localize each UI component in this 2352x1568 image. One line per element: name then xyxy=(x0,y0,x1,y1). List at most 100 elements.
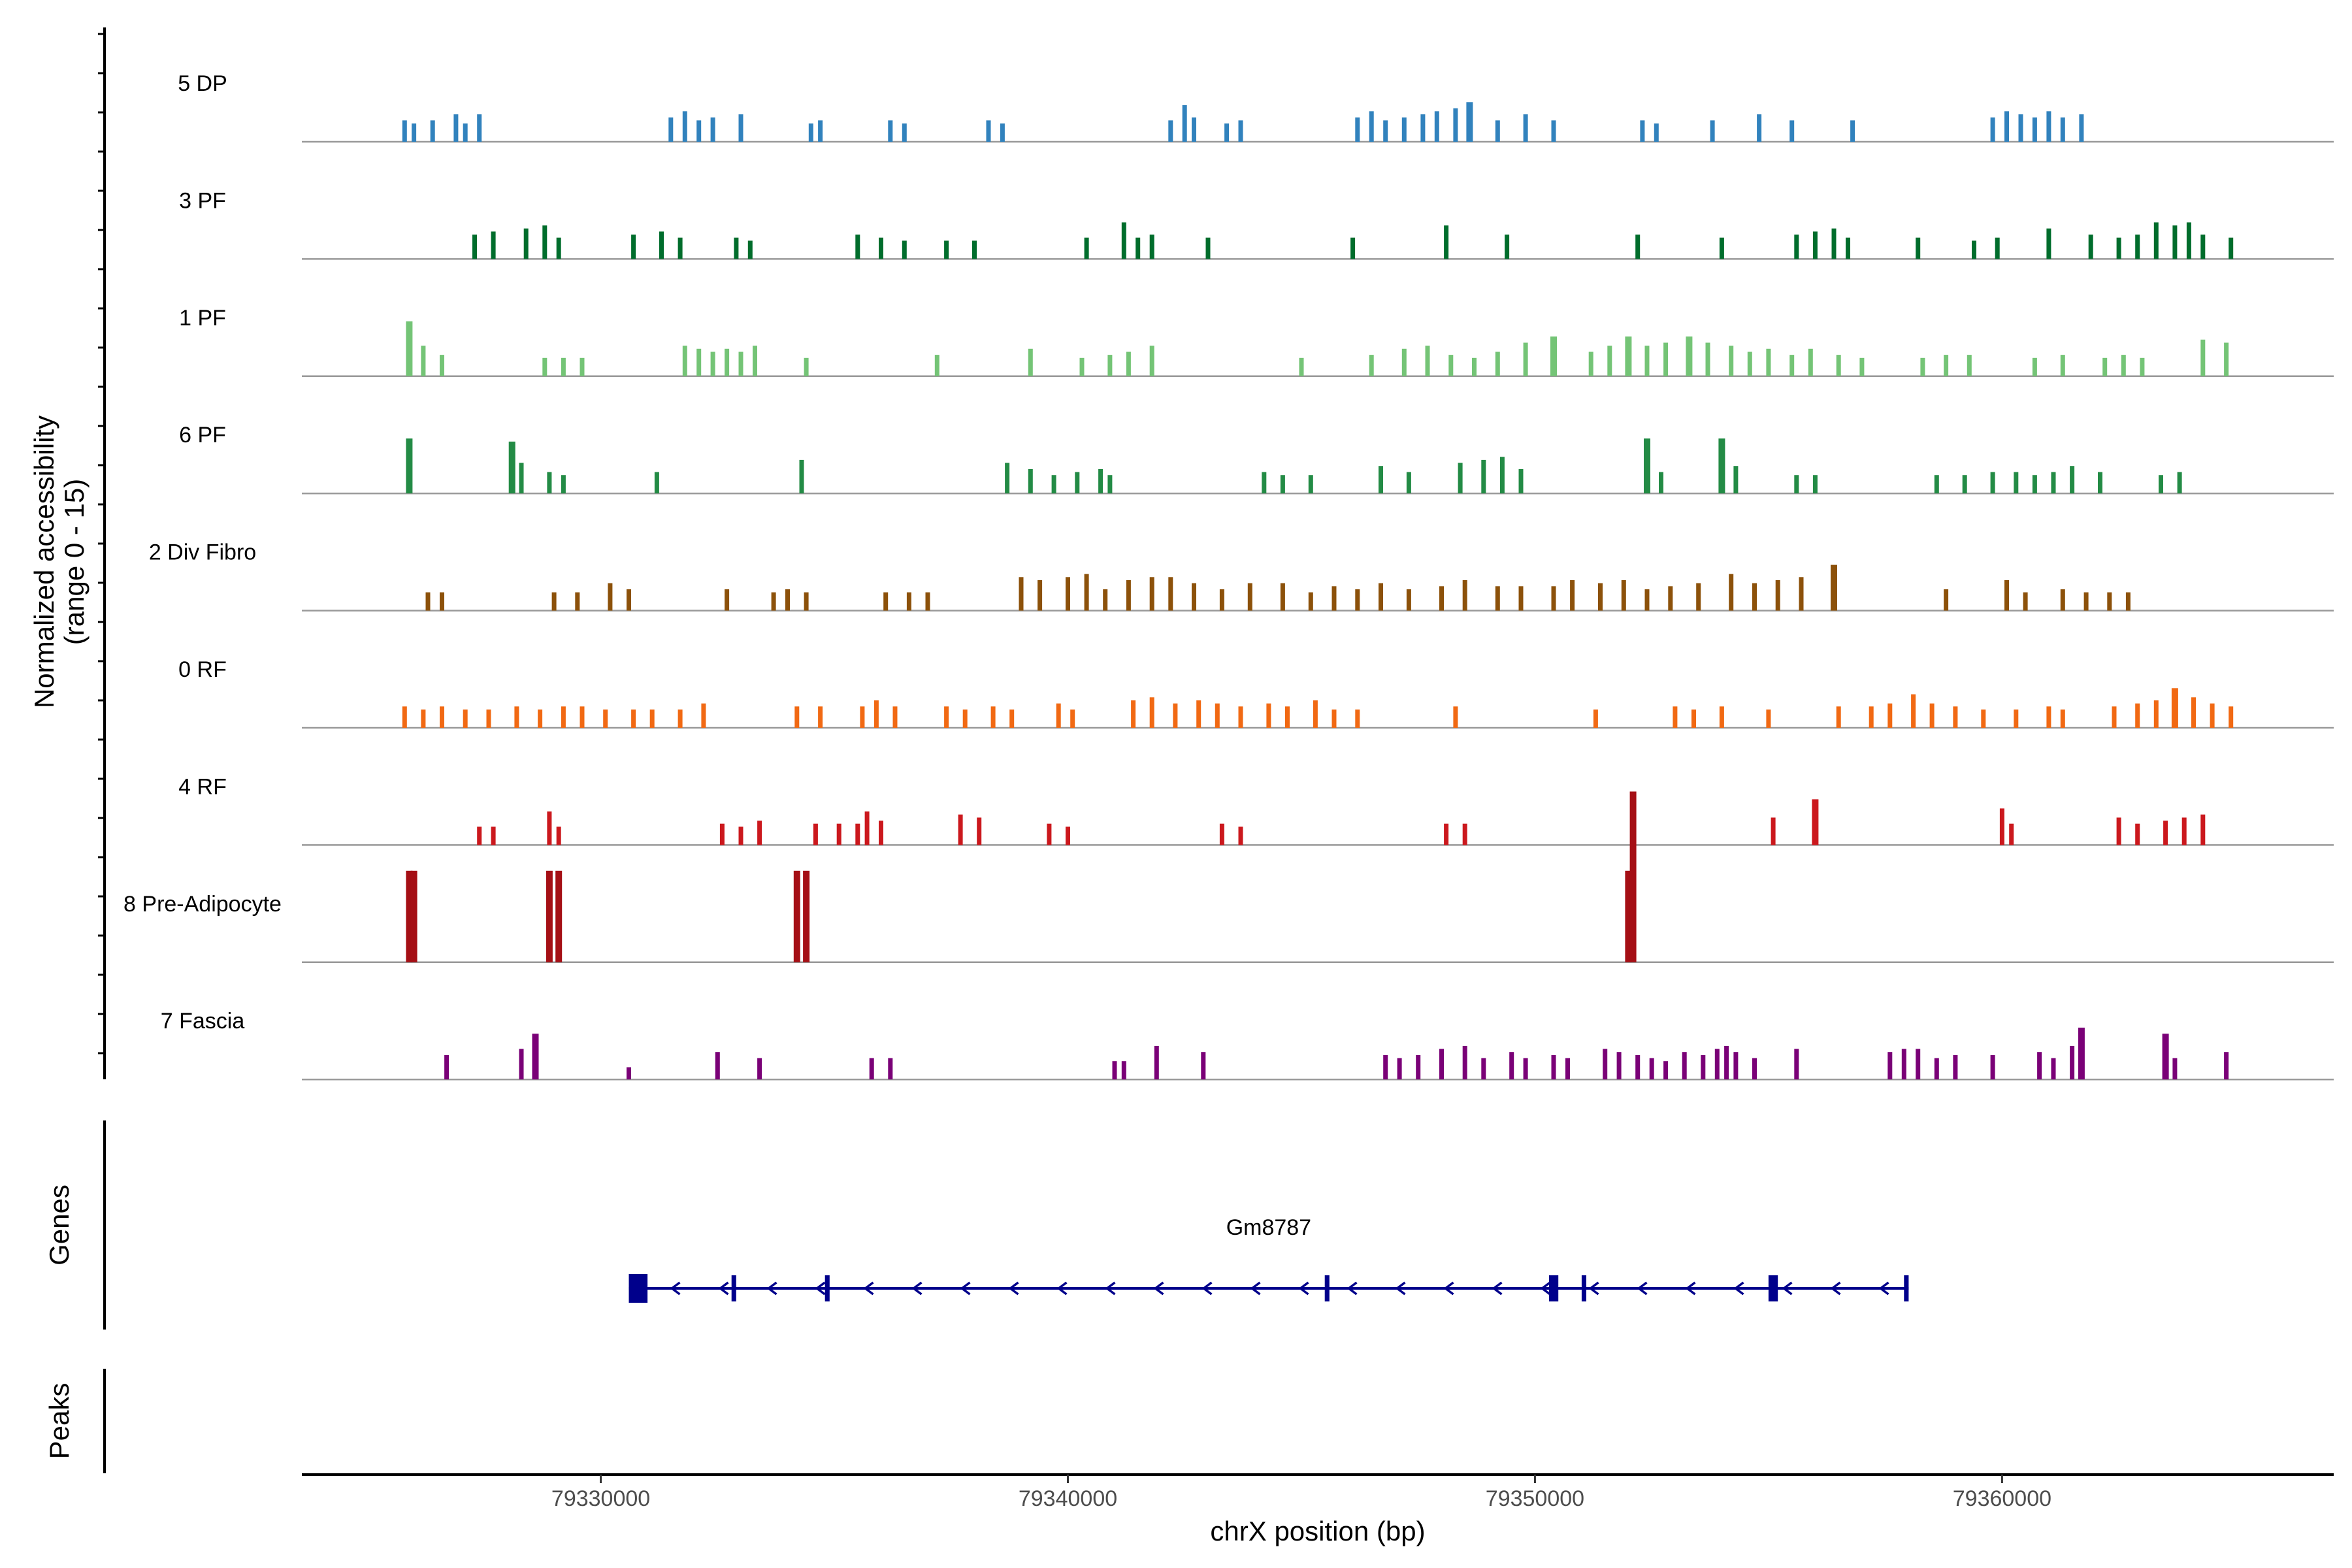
coverage-peak xyxy=(1523,342,1528,376)
strand-arrow xyxy=(1395,1281,1406,1296)
coverage-peak xyxy=(2177,472,2182,494)
coverage-peak xyxy=(2135,823,2140,845)
coverage-peak xyxy=(860,706,865,728)
coverage-peak xyxy=(1621,580,1626,611)
coverage-peak xyxy=(514,706,519,728)
coverage-peak xyxy=(934,355,939,376)
coverage-peak xyxy=(1369,355,1374,376)
coverage-peak xyxy=(1766,348,1771,376)
coverage-peak xyxy=(1495,586,1500,611)
coverage-peak xyxy=(463,710,468,728)
coverage-peak xyxy=(1794,235,1799,259)
coverage-peak xyxy=(2083,592,2089,611)
coverage-peak xyxy=(627,589,631,611)
coverage-peak xyxy=(2140,357,2145,376)
coverage-peak xyxy=(1812,799,1819,845)
coverage-peak xyxy=(2224,1052,2229,1080)
coverage-peak xyxy=(1859,357,1865,376)
coverage-peak xyxy=(1812,475,1818,494)
coverage-peak xyxy=(1962,475,1967,494)
coverage-peak xyxy=(1196,700,1201,728)
strand-arrow xyxy=(1008,1281,1019,1296)
coverage-peak xyxy=(1466,102,1473,142)
track-1-pf: 1 PF xyxy=(179,306,2334,378)
coverage-peak xyxy=(883,592,889,611)
coverage-peak xyxy=(794,706,800,728)
coverage-peak xyxy=(818,120,823,142)
coverage-peak xyxy=(1718,438,1725,494)
coverage-peak xyxy=(2224,342,2229,376)
coverage-peak xyxy=(1944,355,1949,376)
coverage-peak xyxy=(710,117,715,142)
coverage-peak xyxy=(682,111,687,142)
coverage-peak xyxy=(1173,703,1178,728)
coverage-peak xyxy=(546,870,553,962)
coverage-peak xyxy=(1812,231,1818,259)
coverage-peak xyxy=(1659,472,1663,494)
coverage-peak xyxy=(575,592,580,611)
y-axis-title-line2: (range 0 - 15) xyxy=(59,479,90,645)
coverage-peak xyxy=(421,710,426,728)
coverage-peak xyxy=(678,710,683,728)
coverage-peak xyxy=(627,1067,631,1080)
coverage-peak xyxy=(519,463,524,494)
coverage-peak xyxy=(1238,826,1243,845)
coverage-peak xyxy=(2032,475,2037,494)
coverage-peak xyxy=(2191,697,2196,728)
coverage-peak xyxy=(1663,342,1669,376)
coverage-tracks: 5 DP 3 PF 1 PF 6 PF 2 Div Fibro 0 RF 4 RF 8 Pre… xyxy=(123,71,2334,1081)
coverage-peak xyxy=(631,710,636,728)
coverage-peak xyxy=(1607,346,1612,376)
coverage-peak xyxy=(508,441,515,494)
coverage-peak xyxy=(1126,351,1131,376)
x-tick-label: 79330000 xyxy=(551,1486,650,1511)
coverage-peak xyxy=(1752,583,1757,611)
coverage-peak xyxy=(1444,225,1449,259)
coverage-peak xyxy=(1406,589,1411,611)
coverage-peak xyxy=(892,706,898,728)
gene-exon xyxy=(1904,1275,1909,1301)
coverage-peak xyxy=(1331,710,1337,728)
coverage-peak xyxy=(1640,120,1645,142)
coverage-peak xyxy=(1682,1052,1687,1080)
strand-arrow xyxy=(1830,1281,1841,1296)
coverage-peak xyxy=(1350,237,1356,259)
coverage-peak xyxy=(1135,237,1141,259)
coverage-peak xyxy=(2186,222,2191,259)
coverage-peak xyxy=(421,346,426,376)
coverage-peak xyxy=(1168,120,1173,142)
coverage-peak xyxy=(603,710,608,728)
coverage-peak xyxy=(710,351,715,376)
coverage-peak xyxy=(491,826,496,845)
coverage-peak xyxy=(1729,574,1734,611)
coverage-peak xyxy=(556,237,561,259)
coverage-peak xyxy=(1733,1052,1739,1080)
coverage-peak xyxy=(2116,237,2121,259)
coverage-peak xyxy=(818,706,823,728)
coverage-peak xyxy=(1313,700,1318,728)
coverage-peak xyxy=(1308,475,1313,494)
coverage-peak xyxy=(879,237,883,259)
strand-arrow xyxy=(1056,1281,1068,1296)
coverage-peak xyxy=(1037,580,1043,611)
coverage-peak xyxy=(1616,1052,1622,1080)
track-label: 1 PF xyxy=(179,306,226,331)
coverage-peak xyxy=(561,475,566,494)
coverage-peak xyxy=(1901,1049,1906,1080)
coverage-peak xyxy=(2004,580,2009,611)
coverage-peak xyxy=(410,870,417,962)
coverage-peak xyxy=(1299,357,1304,376)
coverage-peak xyxy=(1238,706,1243,728)
coverage-peak xyxy=(1224,123,1230,142)
coverage-peak xyxy=(1453,108,1458,142)
coverage-peak xyxy=(1629,791,1637,962)
coverage-peak xyxy=(1285,706,1290,728)
coverage-peak xyxy=(1598,583,1603,611)
coverage-peak xyxy=(532,1034,539,1080)
coverage-peak xyxy=(701,703,706,728)
coverage-peak xyxy=(1518,468,1524,494)
coverage-peak xyxy=(808,123,813,142)
coverage-peak xyxy=(1635,1054,1641,1080)
coverage-peak xyxy=(2051,1058,2056,1080)
coverage-peak xyxy=(1219,823,1224,845)
